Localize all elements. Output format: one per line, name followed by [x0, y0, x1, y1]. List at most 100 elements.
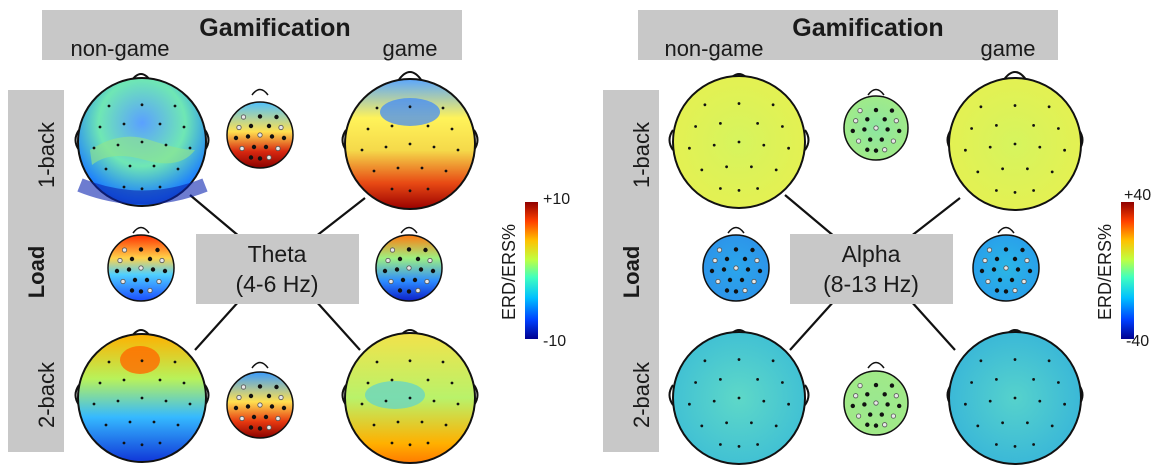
electrode-dot — [394, 267, 400, 272]
electrode-dot — [176, 167, 180, 171]
electrode-dot — [257, 384, 263, 389]
electrode-dot — [128, 164, 132, 168]
electrode-dot — [257, 426, 263, 431]
electrode-dot — [771, 103, 775, 107]
electrode-dot — [426, 124, 430, 128]
electrode-dot — [248, 155, 254, 160]
electrode-dot — [1032, 443, 1035, 446]
electrode-dot — [889, 383, 895, 388]
electrode-dot — [857, 108, 863, 114]
electrode-dot — [98, 125, 102, 129]
connector-lines — [784, 194, 961, 351]
electrode-dot — [239, 415, 245, 422]
electrode-dot — [240, 384, 247, 390]
electrode-dot — [771, 359, 775, 363]
electrode-dot — [889, 108, 895, 113]
electrode-dot — [140, 187, 144, 191]
electrode-dot — [1038, 145, 1042, 149]
colorbar — [525, 202, 538, 339]
electrode-dot — [737, 396, 741, 400]
electrode-dot — [1032, 378, 1035, 381]
electrode-dot — [406, 289, 412, 294]
electrode-dot — [129, 256, 135, 262]
electrode-dot — [712, 143, 716, 147]
electrode-dot — [406, 265, 412, 271]
electrode-dot — [182, 381, 186, 385]
electrode-dot — [444, 423, 448, 427]
electrode-dot — [152, 420, 156, 424]
electrode-dot — [781, 125, 784, 128]
electrode-dot — [423, 247, 428, 253]
electrode-dot — [742, 287, 748, 294]
electrode-dot — [712, 257, 718, 264]
electrode-dot — [257, 402, 263, 408]
electrode-dot — [390, 187, 394, 191]
electrode-dot — [114, 268, 120, 274]
electrode-dot — [716, 247, 723, 253]
electrode-dot — [737, 140, 741, 144]
electrode-dot — [893, 118, 899, 124]
electrode-dot — [890, 138, 897, 144]
electrode-dot — [865, 117, 870, 122]
electrode-dot — [144, 277, 150, 283]
electrode-dot — [719, 187, 722, 190]
electrode-dot — [979, 359, 983, 363]
electrode-dot — [117, 257, 123, 264]
electrode-dot — [781, 381, 784, 384]
electrode-dot — [1038, 399, 1042, 403]
electrode-dot — [266, 123, 272, 129]
electrode-dot — [862, 127, 867, 132]
electrode-dot — [756, 187, 759, 190]
electrode-dot — [688, 402, 691, 406]
electrode-dot — [857, 382, 863, 389]
electrode-dot — [456, 148, 460, 152]
band-label-box — [196, 234, 359, 304]
gamification-header: Gamification — [199, 14, 350, 42]
electrode-dot — [121, 247, 128, 253]
electrode-dot — [257, 156, 263, 161]
electrode-dot — [375, 360, 379, 364]
electrode-dot — [366, 381, 370, 385]
electrode-dot — [1001, 421, 1004, 425]
electrode-dot — [397, 256, 403, 262]
electrode-dot — [147, 287, 153, 294]
electrode-dot — [853, 118, 859, 124]
electrode-dot — [703, 103, 707, 107]
col-label-game: game — [980, 36, 1035, 61]
electrode-dot — [389, 247, 396, 253]
topomap-1back-nongame — [74, 73, 210, 207]
electrode-dot — [424, 278, 430, 285]
electrode-dot — [415, 287, 421, 294]
topomap-2back-game — [341, 329, 479, 464]
electrode-dot — [360, 148, 364, 152]
topomap-2back-nongame — [74, 329, 210, 463]
electrode-dot — [1003, 247, 1009, 252]
gamification-header: Gamification — [792, 14, 943, 42]
electrode-dot — [140, 396, 144, 400]
electrode-dot — [245, 134, 251, 139]
electrode-dot — [397, 288, 403, 293]
electrode-dot — [159, 257, 165, 264]
electrode-dot — [762, 143, 766, 147]
electrode-dot — [750, 421, 753, 425]
electrode-dot — [976, 170, 980, 174]
electrode-dot — [1013, 444, 1017, 448]
electrode-dot — [164, 399, 168, 403]
connector-lines — [189, 194, 366, 351]
electrode-dot — [1001, 167, 1004, 171]
electrode-dot — [158, 378, 162, 382]
electrode-dot — [964, 402, 967, 406]
electrode-dot — [787, 146, 790, 150]
electrode-dot — [116, 143, 120, 147]
row-label-1-back: 1-back — [629, 121, 654, 188]
electrode-dot — [879, 137, 884, 142]
electrode-dot — [862, 402, 867, 407]
electrode-dot — [882, 117, 887, 122]
electrode-dot — [140, 359, 144, 363]
electrode-dot — [725, 421, 728, 425]
electrode-dot — [248, 393, 254, 399]
electrode-dot — [385, 257, 391, 264]
electrode-dot — [426, 187, 430, 191]
electrode-dot — [104, 423, 108, 427]
